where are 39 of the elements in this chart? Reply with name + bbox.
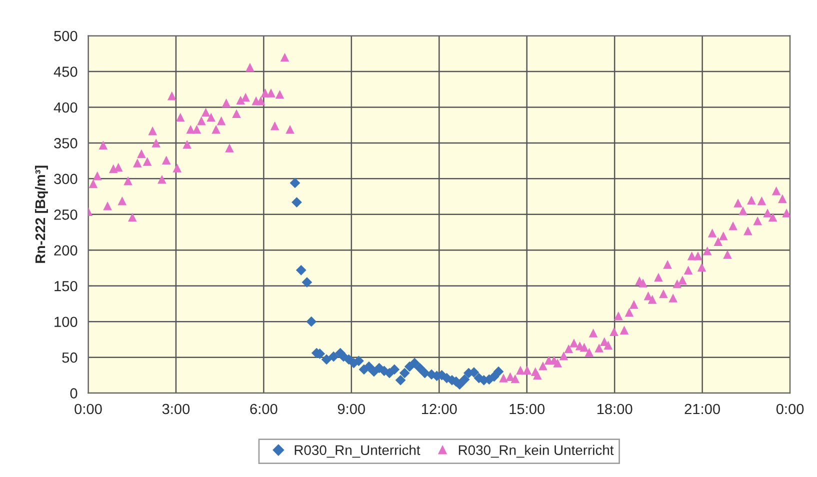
point — [296, 264, 306, 276]
x-tick-label: 12:00 — [422, 404, 457, 414]
y-tick-label: 200 — [54, 245, 78, 256]
y-tick-label: 0 — [70, 388, 78, 398]
point — [328, 351, 339, 362]
point — [364, 361, 374, 372]
point — [290, 178, 300, 188]
x-tick-label: 21:00 — [684, 404, 720, 414]
y-tick-label: 50 — [62, 352, 78, 363]
point — [321, 354, 332, 365]
y-tick-label: 400 — [54, 102, 78, 113]
point — [395, 374, 406, 386]
y-tick-label: 350 — [54, 138, 78, 148]
point — [414, 362, 426, 374]
point — [306, 316, 317, 327]
x-tick-label: 6:00 — [250, 404, 278, 414]
y-tick-label: 150 — [54, 280, 78, 292]
point — [389, 364, 400, 375]
point — [459, 374, 470, 385]
point — [409, 358, 420, 368]
x-tick-label: 9:00 — [338, 404, 366, 414]
point — [354, 356, 364, 366]
y-tick-label: 100 — [54, 316, 78, 328]
point — [302, 277, 312, 288]
y-axis-title: Rn-222 [Bq/m³] — [34, 166, 48, 263]
x-tick-label: 0:00 — [74, 404, 102, 414]
x-tick-label: 0:00 — [776, 404, 804, 414]
x-tick-label: 15:00 — [510, 404, 545, 414]
y-tick-label: 300 — [54, 174, 78, 184]
y-tick-label: 250 — [54, 210, 78, 220]
x-tick-label: 18:00 — [597, 404, 632, 414]
legend-label: R030_Rn_Unterricht — [294, 444, 420, 458]
point — [292, 197, 302, 208]
point — [399, 368, 410, 378]
legend-label: R030_Rn_kein Unterricht — [458, 444, 614, 458]
y-tick-label: 500 — [54, 30, 78, 42]
y-tick-label: 450 — [54, 66, 78, 77]
point — [493, 366, 504, 377]
x-tick-label: 3:00 — [162, 404, 190, 414]
